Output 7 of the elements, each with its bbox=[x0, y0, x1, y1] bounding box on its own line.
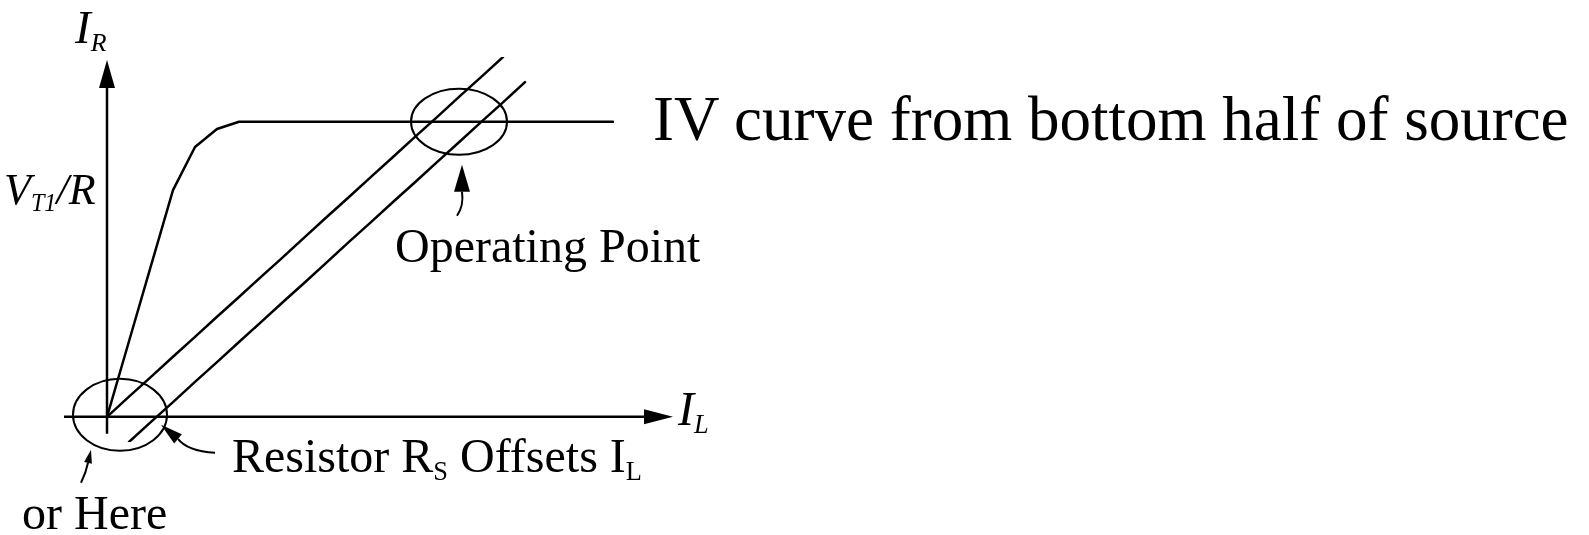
text: V$_{T1}$/R bbox=[4, 164, 96, 217]
x-axis-title: I$_{L}$ bbox=[678, 381, 709, 439]
annotation: Resistor R$_{S}$ Offsets I$_{L}$ bbox=[232, 428, 642, 486]
annotation: Operating Point bbox=[395, 218, 701, 272]
text: or Here bbox=[22, 485, 168, 535]
y-axis-title: I$_{R}$ bbox=[75, 1, 107, 57]
legend-label: IV curve from bottom half of source bbox=[653, 83, 1569, 154]
